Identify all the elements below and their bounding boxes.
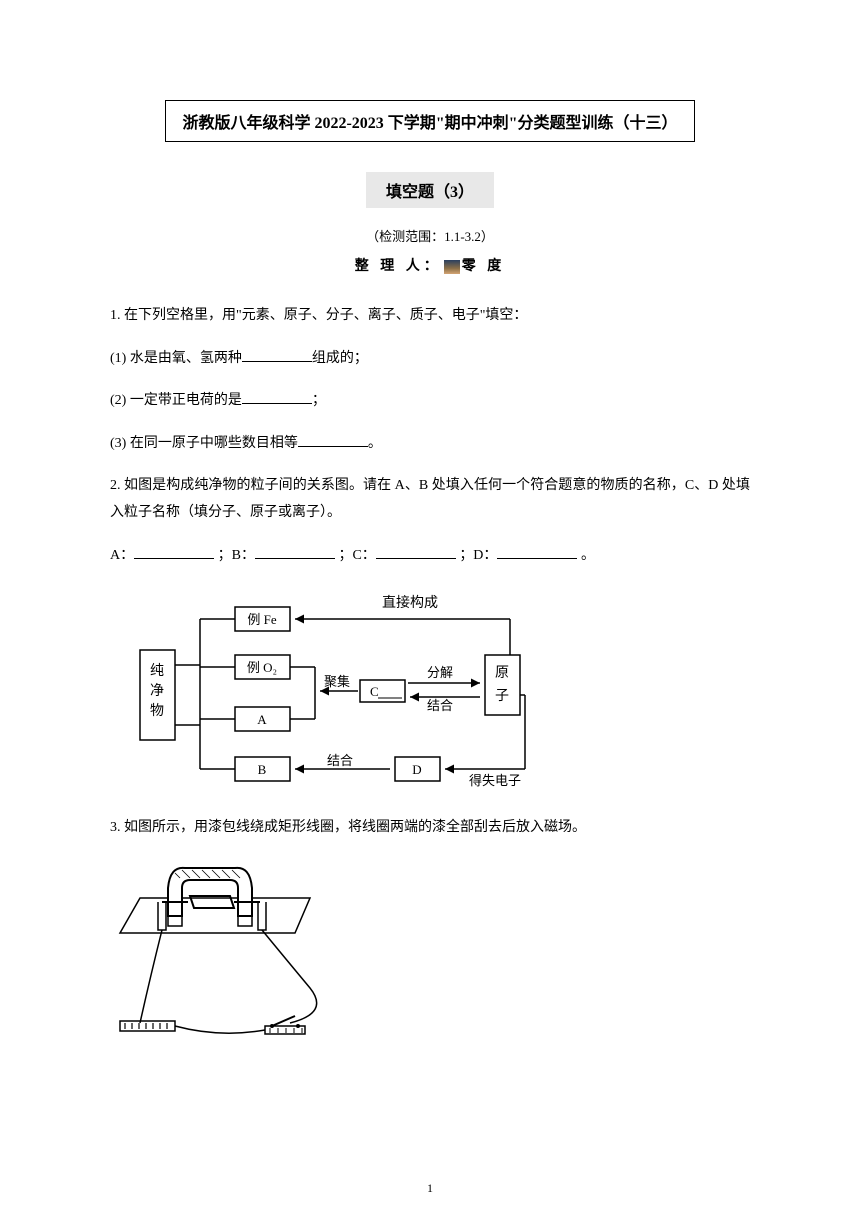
q2-label-d: ；D： — [459, 548, 497, 563]
q1-sub3-post: 。 — [368, 436, 382, 451]
q1-sub1-post: 组成的； — [312, 351, 368, 366]
question-1-sub3: (3) 在同一原子中哪些数目相等 。 — [110, 431, 750, 458]
blank — [298, 431, 368, 447]
author-label: 整 理 人： — [355, 259, 442, 274]
diagram-juji: 聚集 — [324, 674, 350, 689]
question-1-sub2: (2) 一定带正电荷的是 ； — [110, 388, 750, 415]
q1-sub2-post: ； — [312, 393, 326, 408]
diagram-d: D — [412, 762, 421, 777]
diagram-a: A — [257, 712, 267, 727]
test-range: （检测范围：1.1-3.2） — [110, 226, 750, 245]
diagram-fe: 例 Fe — [247, 612, 276, 627]
blank — [242, 346, 312, 362]
motor-diagram — [110, 858, 420, 1053]
diagram-jiehe2: 结合 — [327, 753, 353, 768]
question-2-answers: A： ；B： ；C： ；D： 。 — [110, 543, 750, 570]
diagram-yuanzi-2: 子 — [495, 688, 509, 704]
q1-sub1-pre: (1) 水是由氧、氢两种 — [110, 351, 242, 366]
q1-sub2-pre: (2) 一定带正电荷的是 — [110, 393, 242, 408]
diagram-o2: 例 O₂ — [247, 660, 277, 675]
question-1-stem: 1. 在下列空格里，用"元素、原子、分子、离子、质子、电子"填空： — [110, 303, 750, 330]
q2-label-b: ；B： — [218, 548, 255, 563]
diagram-fenjie: 分解 — [427, 665, 453, 680]
blank — [497, 543, 577, 559]
q2-label-end: 。 — [581, 548, 595, 563]
question-1-sub1: (1) 水是由氧、氢两种 组成的； — [110, 346, 750, 373]
diagram-pure-2: 净 — [150, 683, 164, 699]
blank — [255, 543, 335, 559]
q1-sub3-pre: (3) 在同一原子中哪些数目相等 — [110, 436, 298, 451]
subtitle: 填空题（3） — [366, 172, 494, 208]
blank — [376, 543, 456, 559]
diagram-b: B — [258, 762, 267, 777]
diagram-yuanzi-1: 原 — [495, 666, 509, 681]
diagram-pure-3: 物 — [150, 703, 164, 719]
question-2-stem: 2. 如图是构成纯净物的粒子间的关系图。请在 A、B 处填入任何一个符合题意的物… — [110, 473, 750, 526]
blank — [134, 543, 214, 559]
main-title: 浙教版八年级科学 2022-2023 下学期"期中冲刺"分类题型训练（十三） — [165, 100, 694, 142]
author-name: 零 度 — [462, 259, 506, 274]
q2-label-c: ；C： — [338, 548, 375, 563]
author-line: 整 理 人： 零 度 — [110, 255, 750, 275]
diagram-deshi: 得失电子 — [469, 773, 521, 788]
diagram-direct: 直接构成 — [382, 594, 438, 611]
question-3-stem: 3. 如图所示，用漆包线绕成矩形线圈，将线圈两端的漆全部刮去后放入磁场。 — [110, 815, 750, 842]
diagram-pure-1: 纯 — [150, 663, 164, 679]
diagram-jiehe1: 结合 — [427, 698, 453, 713]
diagram-c: C — [370, 684, 379, 699]
author-icon — [444, 260, 460, 274]
q2-label-a: A： — [110, 548, 134, 563]
blank — [242, 388, 312, 404]
page-number: 1 — [427, 1181, 433, 1196]
particle-diagram: 纯 净 物 例 Fe 例 O₂ A B 直接构成 C — [130, 585, 590, 795]
